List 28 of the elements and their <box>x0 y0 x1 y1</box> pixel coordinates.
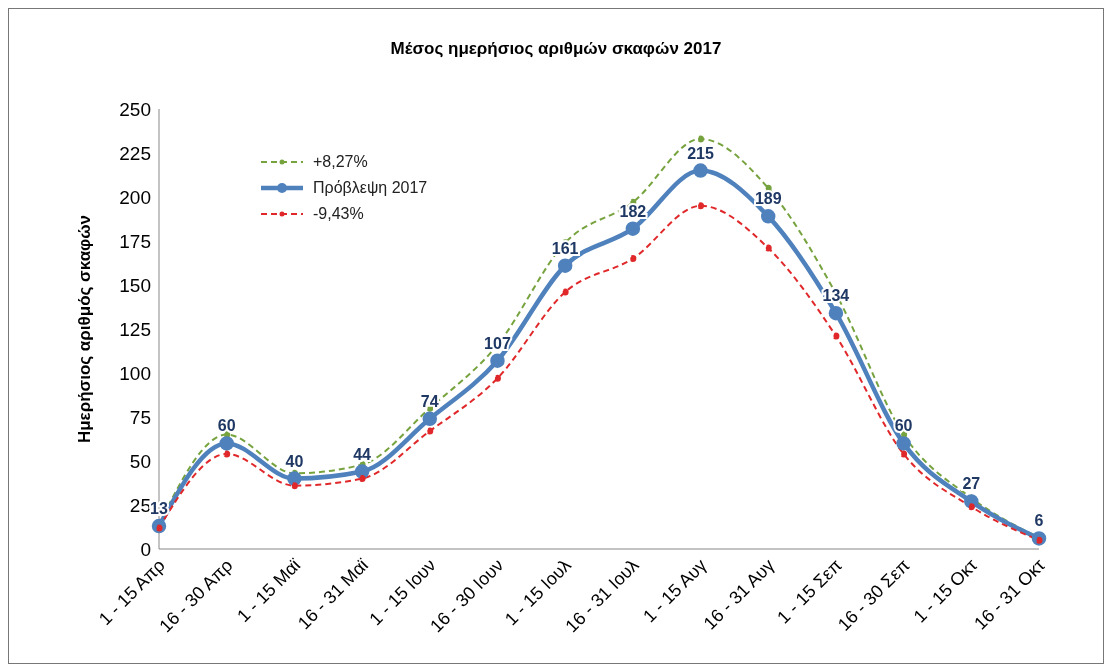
data-label: 60 <box>217 417 236 435</box>
data-label: 74 <box>420 392 439 410</box>
legend-label: -9,43% <box>313 205 364 223</box>
data-label: 40 <box>285 452 304 470</box>
y-tick-label: 200 <box>119 186 151 208</box>
y-axis-title: Ημερήσιος αριθμός σκαφών <box>75 214 95 444</box>
data-label: 60 <box>894 417 913 435</box>
data-label: 161 <box>551 239 579 257</box>
data-label: 44 <box>353 445 372 463</box>
y-tick-label: 25 <box>129 494 151 516</box>
y-tick-label: 175 <box>119 230 151 252</box>
y-tick-label: 75 <box>129 406 151 428</box>
data-label: 13 <box>150 500 168 518</box>
data-label: 27 <box>962 475 981 493</box>
data-label: 215 <box>687 144 714 162</box>
y-tick-label: 225 <box>119 142 151 164</box>
y-tick-label: 50 <box>129 450 151 472</box>
data-label: 6 <box>1034 512 1044 530</box>
chart-title: Μέσος ημερήσιος αριθμών σκαφών 2017 <box>389 39 723 59</box>
y-tick-label: 100 <box>119 362 151 384</box>
legend-label: +8,27% <box>313 153 368 171</box>
y-tick-label: 125 <box>119 318 151 340</box>
y-tick-label: 0 <box>140 538 151 560</box>
data-label: 189 <box>754 190 782 208</box>
y-tick-label: 150 <box>119 274 151 296</box>
data-label: 182 <box>619 202 647 220</box>
legend-label: Πρόβλεψη 2017 <box>313 179 428 197</box>
y-tick-label: 250 <box>119 98 151 120</box>
